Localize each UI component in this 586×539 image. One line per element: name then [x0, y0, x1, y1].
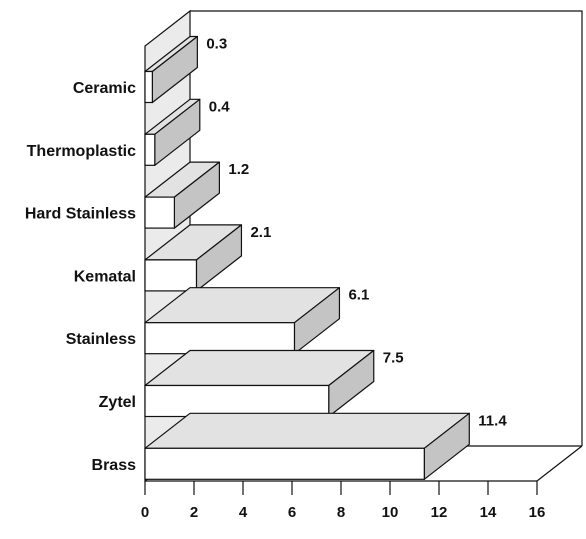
value-label: 0.4 — [209, 98, 231, 115]
back-wall-edge — [190, 10, 583, 446]
bar — [144, 35, 198, 104]
value-label: 2.1 — [250, 224, 271, 241]
bar-front-face — [144, 196, 175, 229]
value-label: 1.2 — [228, 161, 249, 178]
category-label: Stainless — [66, 331, 136, 348]
x-tick-label: 16 — [529, 504, 546, 521]
category-label: Zytel — [99, 394, 136, 411]
bar-front-face — [144, 259, 198, 292]
x-tick-label: 10 — [382, 504, 399, 521]
x-tick-label: 8 — [337, 504, 345, 521]
category-label: Hard Stainless — [25, 206, 136, 223]
bar-front-face — [144, 70, 153, 104]
bar — [144, 287, 341, 355]
value-label: 7.5 — [383, 350, 404, 367]
bar — [144, 98, 201, 166]
bar — [144, 349, 375, 418]
bar — [144, 224, 243, 292]
bar — [144, 412, 470, 480]
floor-right-edge — [536, 445, 583, 482]
category-label: Thermoplastic — [27, 143, 136, 160]
x-tick-label: 4 — [239, 504, 248, 521]
category-label: Ceramic — [73, 80, 136, 97]
x-tick-label: 0 — [141, 504, 149, 521]
bar-top-face — [144, 412, 470, 449]
value-label: 11.4 — [478, 412, 507, 429]
bar-front-face — [144, 384, 330, 418]
x-tick-label: 14 — [480, 504, 497, 521]
bar-front-face — [144, 133, 156, 166]
value-label: 6.1 — [348, 287, 369, 304]
bar-front-face — [144, 447, 425, 480]
chart-labels: 0 2 4 6 8 10 12 14 16 Ceramic 0.3 Thermoplastic 0.4 H… — [25, 36, 546, 522]
bar — [144, 161, 220, 229]
x-tick-label: 6 — [288, 504, 296, 521]
category-label: Brass — [92, 457, 137, 474]
category-label: Kematal — [74, 268, 136, 285]
x-tick-label: 12 — [431, 504, 448, 521]
x-tick-label: 2 — [190, 504, 198, 521]
chart-bars — [144, 35, 470, 480]
value-label: 0.3 — [206, 36, 227, 53]
bar-front-face — [144, 322, 296, 355]
